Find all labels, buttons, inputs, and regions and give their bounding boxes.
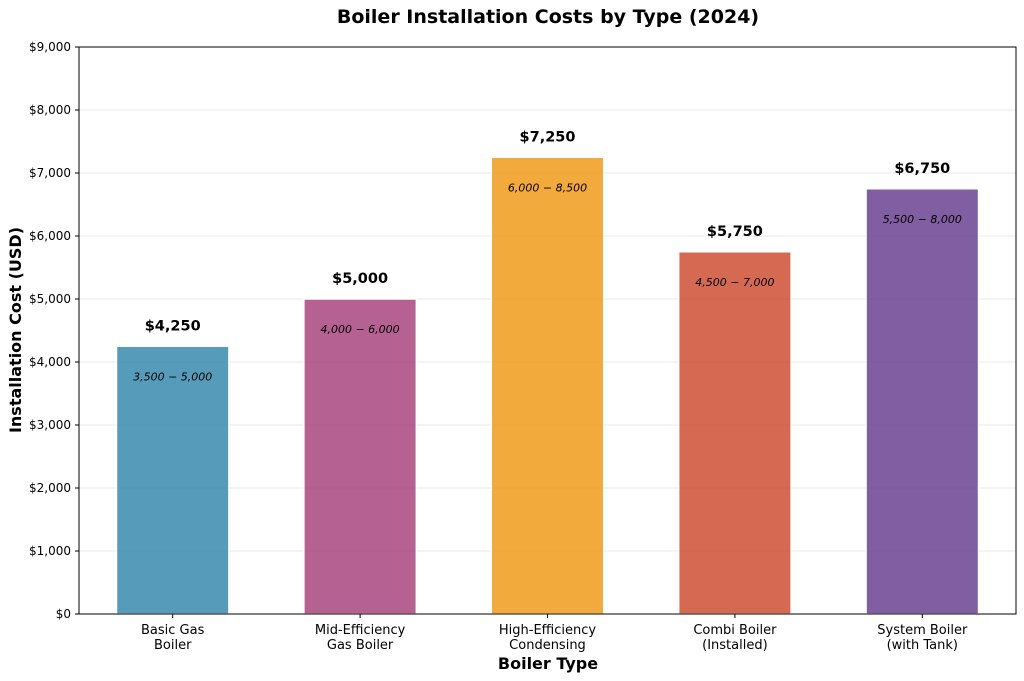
bar-value-label: $4,250 [145, 318, 201, 334]
bar-range-label: 6,000 − 8,500 [508, 181, 587, 194]
x-tick-label-line: Basic Gas [141, 623, 205, 638]
bar [115, 345, 230, 615]
x-tick-label: System Boiler (with Tank) [877, 623, 968, 653]
x-tick-label-line: Condensing [509, 638, 586, 653]
y-tick-label: $3,000 [29, 418, 71, 432]
y-tick-label: $0 [56, 607, 71, 621]
x-tick-label: Mid-Efficiency Gas Boiler [315, 623, 406, 653]
bar-value-label: $5,750 [707, 224, 763, 240]
y-axis-ticks: $0 $1,000 $2,000 $3,000 $4,000 $5,000 $6,000 $7… [29, 40, 79, 621]
bar-labels: $4,250 3,500 − 5,000 $5,000 4,000 − 6,000 $7… [133, 129, 962, 383]
x-tick-label: Combi Boiler (Installed) [693, 623, 777, 653]
chart-title: Boiler Installation Costs by Type (2024) [337, 6, 759, 28]
bar-value-label: $6,750 [894, 161, 950, 177]
x-axis-ticks: Basic Gas Boiler Mid-Efficiency Gas Boiler H… [141, 614, 968, 653]
bar-range-label: 3,500 − 5,000 [133, 370, 212, 383]
y-tick-label: $6,000 [29, 229, 71, 243]
x-tick-label-line: Boiler [154, 638, 192, 653]
bar-value-label: $7,250 [520, 129, 576, 145]
x-tick-label-line: (with Tank) [887, 638, 958, 653]
y-tick-label: $4,000 [29, 355, 71, 369]
x-tick-label-line: Gas Boiler [327, 638, 394, 653]
x-tick-label-line: Combi Boiler [693, 623, 777, 638]
y-tick-label: $2,000 [29, 481, 71, 495]
bar [303, 298, 418, 615]
bar-value-label: $5,000 [332, 271, 388, 287]
x-tick-label: High-Efficiency Condensing [499, 623, 596, 653]
y-tick-label: $1,000 [29, 544, 71, 558]
bar-range-label: 4,500 − 7,000 [695, 276, 774, 289]
x-tick-label-line: High-Efficiency [499, 623, 596, 638]
y-tick-label: $8,000 [29, 103, 71, 117]
x-tick-label-line: System Boiler [877, 623, 968, 638]
bar-range-label: 5,500 − 8,000 [883, 213, 962, 226]
bar-range-label: 4,000 − 6,000 [320, 323, 399, 336]
bar [865, 188, 980, 615]
y-tick-label: $9,000 [29, 40, 71, 54]
x-axis-label: Boiler Type [498, 654, 598, 673]
y-axis-label: Installation Cost (USD) [6, 227, 25, 433]
bar [677, 251, 792, 615]
y-tick-label: $7,000 [29, 166, 71, 180]
bars [115, 156, 980, 615]
x-tick-label-line: (Installed) [702, 638, 768, 653]
x-tick-label: Basic Gas Boiler [141, 623, 205, 653]
bar [490, 156, 605, 615]
y-tick-label: $5,000 [29, 292, 71, 306]
x-tick-label-line: Mid-Efficiency [315, 623, 406, 638]
